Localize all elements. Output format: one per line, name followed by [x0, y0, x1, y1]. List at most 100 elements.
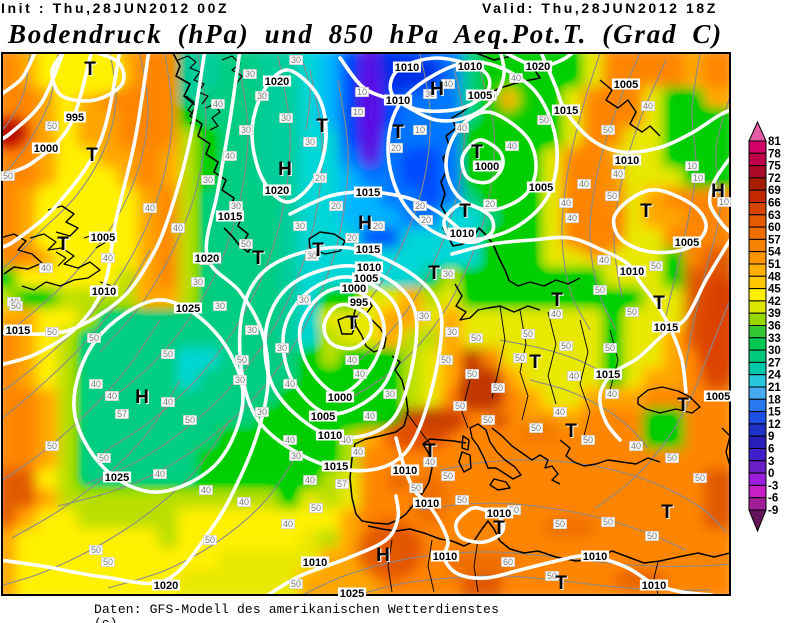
svg-text:40: 40: [443, 79, 453, 89]
svg-text:50: 50: [493, 383, 503, 393]
svg-text:1005: 1005: [529, 182, 553, 194]
svg-text:33: 33: [768, 333, 781, 345]
svg-text:45: 45: [768, 284, 781, 296]
svg-text:40: 40: [613, 169, 623, 179]
svg-text:9: 9: [768, 431, 774, 443]
svg-text:1005: 1005: [468, 90, 492, 102]
svg-text:1020: 1020: [526, 61, 550, 73]
svg-text:40: 40: [283, 519, 293, 529]
svg-text:1015: 1015: [324, 461, 348, 473]
svg-text:40: 40: [599, 255, 609, 265]
svg-text:T: T: [640, 201, 652, 222]
svg-text:T: T: [551, 290, 563, 311]
svg-text:T: T: [313, 241, 325, 262]
svg-text:50: 50: [515, 353, 525, 363]
svg-text:T: T: [678, 396, 690, 417]
svg-text:50: 50: [547, 571, 557, 581]
svg-text:30: 30: [385, 389, 395, 399]
svg-text:T: T: [424, 441, 436, 462]
svg-text:T: T: [317, 117, 329, 138]
svg-text:40: 40: [643, 101, 653, 111]
svg-text:T: T: [556, 574, 568, 595]
svg-text:50: 50: [11, 301, 21, 311]
svg-text:50: 50: [311, 503, 321, 513]
svg-text:1000: 1000: [342, 283, 366, 295]
svg-text:T: T: [86, 145, 98, 166]
svg-text:30: 30: [305, 137, 315, 147]
svg-text:40: 40: [305, 475, 315, 485]
svg-text:50: 50: [185, 415, 195, 425]
svg-text:40: 40: [225, 151, 235, 161]
svg-text:42: 42: [768, 296, 781, 308]
svg-text:20: 20: [347, 233, 357, 243]
svg-text:50: 50: [627, 307, 637, 317]
svg-text:50: 50: [241, 239, 251, 249]
svg-text:40: 40: [569, 371, 579, 381]
svg-text:1015: 1015: [596, 369, 620, 381]
svg-text:50: 50: [47, 121, 57, 131]
svg-text:75: 75: [768, 161, 781, 173]
svg-text:3: 3: [768, 456, 774, 468]
svg-text:T: T: [316, 116, 328, 137]
svg-text:50: 50: [605, 343, 615, 353]
svg-text:1010: 1010: [642, 580, 666, 592]
svg-text:50: 50: [455, 401, 465, 411]
svg-text:1005: 1005: [354, 273, 378, 285]
svg-text:1010: 1010: [303, 557, 327, 569]
svg-text:51: 51: [768, 259, 781, 271]
svg-text:T: T: [58, 235, 70, 256]
svg-text:30: 30: [768, 345, 781, 357]
svg-text:30: 30: [257, 407, 267, 417]
svg-text:T: T: [425, 442, 437, 463]
svg-text:54: 54: [768, 247, 781, 259]
svg-text:H: H: [430, 79, 444, 100]
svg-text:60: 60: [768, 222, 781, 234]
svg-text:1020: 1020: [154, 580, 178, 592]
svg-text:T: T: [460, 202, 472, 223]
svg-text:30: 30: [231, 201, 241, 211]
svg-text:50: 50: [467, 369, 477, 379]
svg-text:T: T: [555, 573, 567, 594]
svg-text:30: 30: [295, 221, 305, 231]
svg-text:50: 50: [47, 327, 57, 337]
svg-text:78: 78: [768, 148, 781, 160]
svg-text:50: 50: [411, 483, 421, 493]
svg-text:50: 50: [695, 473, 705, 483]
svg-text:-3: -3: [768, 480, 778, 492]
svg-text:50: 50: [647, 531, 657, 541]
svg-text:T: T: [493, 518, 505, 539]
svg-text:20: 20: [421, 215, 431, 225]
svg-text:10: 10: [693, 173, 703, 183]
svg-text:40: 40: [103, 253, 113, 263]
svg-text:1005: 1005: [706, 391, 730, 403]
svg-text:24: 24: [768, 370, 781, 382]
svg-text:H: H: [278, 159, 292, 180]
svg-text:36: 36: [768, 321, 781, 333]
svg-text:40: 40: [201, 485, 211, 495]
svg-text:1020: 1020: [265, 185, 289, 197]
svg-text:57: 57: [337, 479, 347, 489]
svg-text:40: 40: [555, 407, 565, 417]
svg-text:40: 40: [155, 469, 165, 479]
svg-text:40: 40: [341, 435, 351, 445]
svg-text:50: 50: [583, 435, 593, 445]
svg-text:1000: 1000: [328, 392, 352, 404]
svg-text:10: 10: [719, 197, 729, 207]
svg-text:30: 30: [291, 451, 301, 461]
svg-text:H: H: [279, 160, 293, 181]
svg-text:1005: 1005: [91, 232, 115, 244]
svg-text:30: 30: [443, 269, 453, 279]
svg-text:H: H: [358, 213, 372, 234]
svg-text:T: T: [654, 294, 666, 315]
svg-text:H: H: [135, 387, 149, 408]
svg-text:50: 50: [291, 579, 301, 589]
svg-text:50: 50: [595, 285, 605, 295]
svg-text:40: 40: [579, 179, 589, 189]
svg-text:50: 50: [103, 557, 113, 567]
svg-text:T: T: [347, 314, 359, 335]
svg-text:1010: 1010: [318, 430, 342, 442]
svg-text:50: 50: [99, 453, 109, 463]
svg-text:20: 20: [415, 201, 425, 211]
svg-text:50: 50: [531, 423, 541, 433]
svg-text:1010: 1010: [415, 498, 439, 510]
